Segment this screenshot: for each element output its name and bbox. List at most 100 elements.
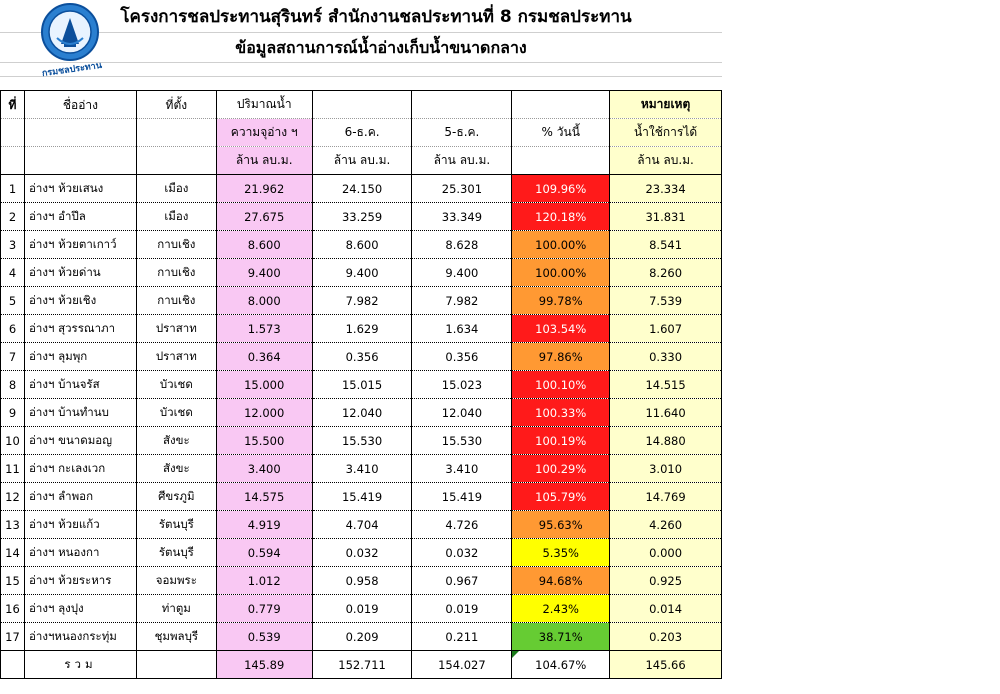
header-cell [411,90,513,119]
total-row: รวม 145.89 152.711 154.027 104.67% 145.66 [0,650,722,679]
table-row: 5 อ่างฯ ห้วยเชิง กาบเชิง 8.000 7.982 7.982 99.… [0,286,722,315]
reservoir-name: อ่างฯ ห้วยเชิง [23,286,137,315]
reservoir-name: อ่างฯ บ้านทำนบ [23,398,137,427]
capacity-value: 27.675 [215,202,313,231]
reservoir-name: อ่างฯ อำปึล [23,202,137,231]
volume-date1-value: 24.150 [311,174,413,203]
reservoir-location: กาบเชิง [135,230,217,259]
col-header-date2-unit: ล้าน ลบ.ม. [411,146,513,175]
capacity-value: 8.600 [215,230,313,259]
reservoir-location: บัวเชด [135,398,217,427]
table-row: 7 อ่างฯ ลุมพุก ปราสาท 0.364 0.356 0.356 97.86%… [0,342,722,371]
pct-today-value: 100.10% [511,370,611,399]
col-header-date1-unit: ล้าน ลบ.ม. [311,146,413,175]
col-header-volume: ปริมาณน้ำ [215,90,313,119]
reservoir-location: ปราสาท [135,314,217,343]
col-header-date2: 5-ธ.ค. [411,118,513,147]
gridline [0,32,722,33]
capacity-value: 15.000 [215,370,313,399]
usable-volume-value: 31.831 [609,202,722,231]
header-cell [135,146,217,175]
volume-date2-value: 33.349 [411,202,513,231]
capacity-value: 15.500 [215,426,313,455]
reservoir-location: บัวเชด [135,370,217,399]
total-capacity: 145.89 [215,650,313,679]
row-no: 8 [0,370,25,399]
header-cell [135,118,217,147]
volume-date1-value: 3.410 [311,454,413,483]
col-header-usable: น้ำใช้การได้ [609,118,722,147]
header-row-2: ความจุอ่าง ฯ 6-ธ.ค. 5-ธ.ค. % วันนี้ น้ำใ… [0,118,722,147]
volume-date1-value: 15.530 [311,426,413,455]
capacity-value: 3.400 [215,454,313,483]
row-no: 14 [0,538,25,567]
table-row: 11 อ่างฯ กะเลงเวก สังขะ 3.400 3.410 3.410 100.… [0,454,722,483]
header-row-1: ที่ ชื่ออ่าง ที่ตั้ง ปริมาณน้ำ หมายเหตุ [0,90,722,119]
usable-volume-value: 8.541 [609,230,722,259]
row-no: 2 [0,202,25,231]
row-no: 15 [0,566,25,595]
usable-volume-value: 4.260 [609,510,722,539]
row-no: 5 [0,286,25,315]
header-cell [511,146,611,175]
row-no: 16 [0,594,25,623]
capacity-value: 9.400 [215,258,313,287]
table-row: 9 อ่างฯ บ้านทำนบ บัวเชด 12.000 12.040 12.040 1… [0,398,722,427]
volume-date1-value: 15.015 [311,370,413,399]
table-row: 1 อ่างฯ ห้วยเสนง เมือง 21.962 24.150 25.301 10… [0,174,722,203]
volume-date2-value: 0.032 [411,538,513,567]
capacity-value: 0.779 [215,594,313,623]
volume-date2-value: 15.419 [411,482,513,511]
volume-date1-value: 1.629 [311,314,413,343]
total-pct: 104.67% [511,650,611,679]
volume-date1-value: 12.040 [311,398,413,427]
logo-text: กรมชลประทาน [41,60,103,78]
header-cell [23,146,137,175]
volume-date1-value: 8.600 [311,230,413,259]
reservoir-name: อ่างฯ ลำพอก [23,482,137,511]
volume-date2-value: 25.301 [411,174,513,203]
total-label: รวม [23,650,137,679]
table-row: 3 อ่างฯ ห้วยตาเกาว์ กาบเชิง 8.600 8.600 8.628… [0,230,722,259]
reservoir-name: อ่างฯ กะเลงเวก [23,454,137,483]
reservoir-location: เมือง [135,174,217,203]
reservoir-location: กาบเชิง [135,286,217,315]
reservoir-name: อ่างฯ ห้วยด่าน [23,258,137,287]
pct-today-value: 100.19% [511,426,611,455]
volume-date1-value: 15.419 [311,482,413,511]
row-no: 1 [0,174,25,203]
pct-today-value: 94.68% [511,566,611,595]
reservoir-name: อ่างฯ ห้วยเสนง [23,174,137,203]
reservoir-name: อ่างฯ ลุงปุง [23,594,137,623]
volume-date2-value: 15.023 [411,370,513,399]
spreadsheet: กรมชลประทาน โครงการชลประทานสุรินทร์ สำนั… [0,3,722,679]
page-subtitle: ข้อมูลสถานการณ์น้ำอ่างเก็บน้ำขนาดกลาง [235,38,527,57]
col-header-pct-today: % วันนี้ [511,118,611,147]
volume-date2-value: 9.400 [411,258,513,287]
col-header-usable-unit: ล้าน ลบ.ม. [609,146,722,175]
volume-date1-value: 0.019 [311,594,413,623]
usable-volume-value: 14.769 [609,482,722,511]
capacity-value: 21.962 [215,174,313,203]
row-no: 4 [0,258,25,287]
usable-volume-value: 0.000 [609,538,722,567]
pct-today-value: 99.78% [511,286,611,315]
volume-date2-value: 1.634 [411,314,513,343]
volume-date1-value: 0.356 [311,342,413,371]
row-no: 17 [0,622,25,651]
pct-today-value: 38.71% [511,622,611,651]
total-date2: 154.027 [411,650,513,679]
reservoir-name: อ่างฯ หนองกา [23,538,137,567]
reservoir-location: ปราสาท [135,342,217,371]
gridline [0,62,722,63]
reservoir-location: สังขะ [135,454,217,483]
page-title: โครงการชลประทานสุรินทร์ สำนักงานชลประทาน… [120,7,632,27]
pct-today-value: 5.35% [511,538,611,567]
col-header-no: ที่ [0,90,25,119]
usable-volume-value: 0.330 [609,342,722,371]
table-row: 15 อ่างฯ ห้วยระหาร จอมพระ 1.012 0.958 0.967 94… [0,566,722,595]
pct-today-value: 2.43% [511,594,611,623]
total-cell [135,650,217,679]
reservoir-name: อ่างฯ ห้วยตาเกาว์ [23,230,137,259]
row-no: 11 [0,454,25,483]
